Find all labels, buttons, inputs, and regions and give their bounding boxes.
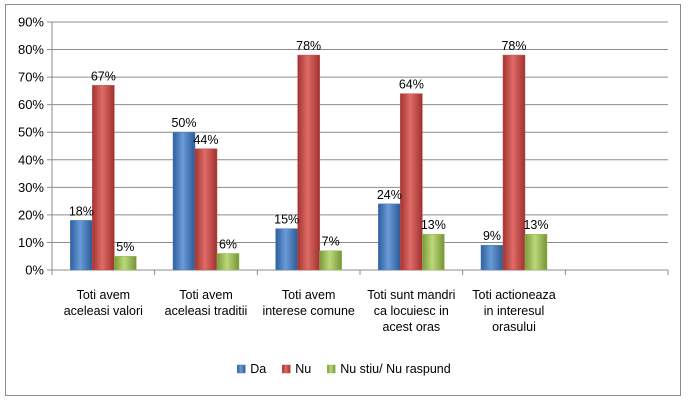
chart-frame [5,4,681,396]
bar-nu-stiu-nu-raspund [319,250,342,271]
data-label: 5% [116,240,134,254]
data-label: 67% [91,69,116,83]
y-tick-labels: 0% 10% 20% 30% 40% 50% 60% 70% 80% 90% [18,15,44,278]
category-label: Toti avem [179,288,233,302]
bar-nu [92,85,115,271]
category-labels: Toti avem aceleasi valori Toti avem aceleas… [64,288,556,334]
bar-nu-stiu-nu-raspund [422,233,445,271]
bar-nu-stiu-nu-raspund [114,255,137,271]
y-tick-label: 20% [18,207,44,222]
data-label: 15% [274,213,299,227]
gridlines [52,21,668,243]
bar-nu [297,54,320,271]
category-label: Toti avem [77,288,131,302]
y-tick-label: 60% [18,97,44,112]
bar-da [275,228,298,271]
y-tick-label: 10% [18,235,44,250]
data-label: 64% [399,78,424,92]
y-tick-label: 30% [18,180,44,195]
legend-label: Da [250,362,266,376]
data-label: 78% [296,39,321,53]
category-label: in interesul [484,304,544,318]
bar-nu [400,93,423,271]
category-label: Toti sunt mandri [367,288,455,302]
data-label: 7% [322,235,340,249]
category-label: Toti avem [282,288,336,302]
legend-swatch [326,364,336,374]
y-tick-label: 80% [18,42,44,57]
legend-label: Nu stiu/ Nu raspund [340,362,451,376]
category-label: Toti actioneaza [472,288,555,302]
y-tick-label: 70% [18,70,44,85]
data-label: 13% [421,218,446,232]
data-label: 13% [523,218,548,232]
bar-nu-stiu-nu-raspund [216,253,240,271]
data-label: 9% [483,229,501,243]
y-tick-label: 90% [18,15,44,30]
bar-da [378,203,401,271]
y-tick-label: 50% [18,125,44,140]
bar-nu [502,54,526,271]
data-label: 50% [171,116,196,130]
y-tick-label: 0% [25,263,44,278]
category-label: acest oras [382,320,440,334]
bar-da [480,244,504,271]
category-label: orasului [492,320,536,334]
category-label: aceleasi traditii [165,304,248,318]
data-label: 78% [501,39,526,53]
category-label: interese comune [262,304,354,318]
legend: Da Nu Nu stiu/ Nu raspund [237,362,451,376]
legend-label: Nu [295,362,311,376]
bar-nu [194,148,218,271]
legend-swatch [282,364,291,374]
bar-da [172,131,196,271]
category-label: ca locuiesc in [374,304,449,318]
bars [70,54,548,271]
y-tick-label: 40% [18,152,44,167]
data-labels: 18% 67% 5% 50% 44% 6% 15% 78% 7% 24% 64% 13% 9% 78% 13… [69,39,549,254]
data-label: 24% [377,188,402,202]
legend-swatch [237,364,246,374]
data-label: 18% [69,204,94,218]
data-label: 44% [193,133,218,147]
category-label: aceleasi valori [64,304,143,318]
data-label: 6% [219,237,237,251]
bar-nu-stiu-nu-raspund [524,233,548,271]
axes [47,21,669,275]
bar-da [70,220,93,271]
